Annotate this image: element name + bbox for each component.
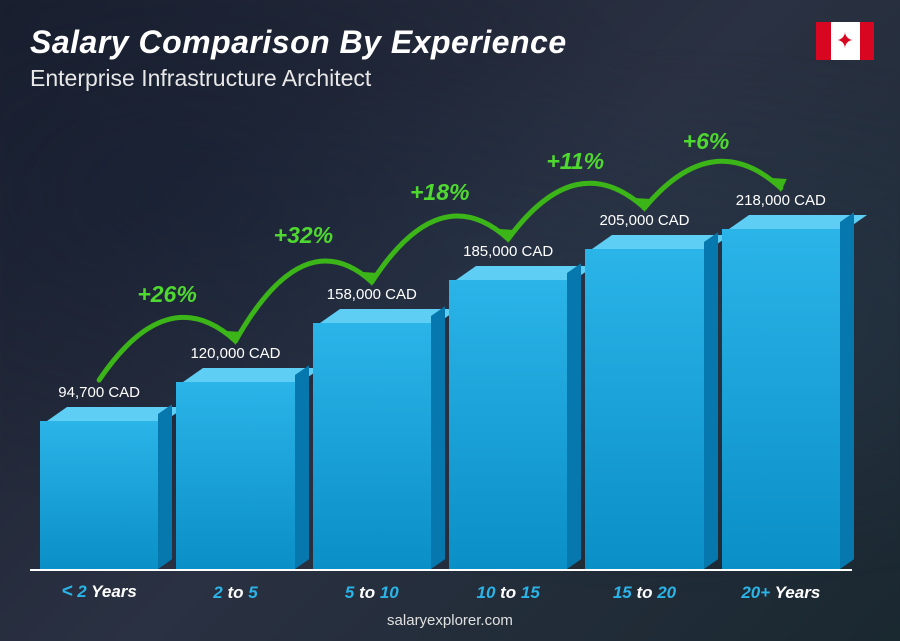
x-axis-label: 2 to 5	[176, 583, 294, 603]
bar-side-face	[295, 365, 309, 569]
bar-side-face	[704, 232, 718, 569]
bar-group: 205,000 CAD15 to 20	[585, 212, 703, 569]
page-title: Salary Comparison By Experience	[30, 24, 870, 61]
x-axis-label: < 2 Years	[40, 581, 158, 603]
bar-front-face	[313, 323, 431, 569]
bar-group: 218,000 CAD20+ Years	[722, 192, 840, 569]
bar-group: 94,700 CAD< 2 Years	[40, 384, 158, 569]
flag-right-bar	[860, 22, 875, 60]
bar-side-face	[567, 263, 581, 569]
bar-side-face	[158, 404, 172, 569]
bar-front-face	[176, 382, 294, 569]
bar-value-label: 120,000 CAD	[190, 345, 280, 362]
percent-increase-label: +26%	[137, 281, 196, 308]
bar-group: 120,000 CAD2 to 5	[176, 345, 294, 569]
bar-value-label: 94,700 CAD	[58, 384, 140, 401]
bar	[449, 266, 567, 569]
flag-center: ✦	[831, 22, 860, 60]
bar-group: 185,000 CAD10 to 15	[449, 243, 567, 569]
bar	[176, 368, 294, 569]
bar-side-face	[840, 212, 854, 569]
maple-leaf-icon: ✦	[836, 30, 854, 52]
bar-side-face	[431, 306, 445, 569]
percent-increase-label: +6%	[683, 128, 730, 155]
percent-increase-label: +32%	[274, 222, 333, 249]
header: Salary Comparison By Experience Enterpri…	[30, 24, 870, 92]
x-axis-label: 20+ Years	[722, 583, 840, 603]
bar	[722, 215, 840, 569]
chart-baseline	[30, 569, 852, 571]
page-subtitle: Enterprise Infrastructure Architect	[30, 65, 870, 92]
bar	[313, 309, 431, 569]
bar-front-face	[585, 249, 703, 569]
x-axis-label: 5 to 10	[313, 583, 431, 603]
bar	[585, 235, 703, 569]
x-axis-label: 10 to 15	[449, 583, 567, 603]
bar-front-face	[40, 421, 158, 569]
bar-value-label: 185,000 CAD	[463, 243, 553, 260]
bar	[40, 407, 158, 569]
canada-flag-icon: ✦	[816, 22, 874, 60]
salary-bar-chart: 94,700 CAD< 2 Years120,000 CAD2 to 5158,…	[40, 139, 840, 569]
bar-group: 158,000 CAD5 to 10	[313, 286, 431, 569]
bar-value-label: 205,000 CAD	[599, 212, 689, 229]
footer-attribution: salaryexplorer.com	[0, 612, 900, 629]
percent-increase-label: +18%	[410, 179, 469, 206]
bar-front-face	[722, 229, 840, 569]
bar-front-face	[449, 280, 567, 569]
percent-increase-label: +11%	[546, 148, 604, 175]
bar-value-label: 158,000 CAD	[327, 286, 417, 303]
bar-value-label: 218,000 CAD	[736, 192, 826, 209]
flag-left-bar	[816, 22, 831, 60]
x-axis-label: 15 to 20	[585, 583, 703, 603]
